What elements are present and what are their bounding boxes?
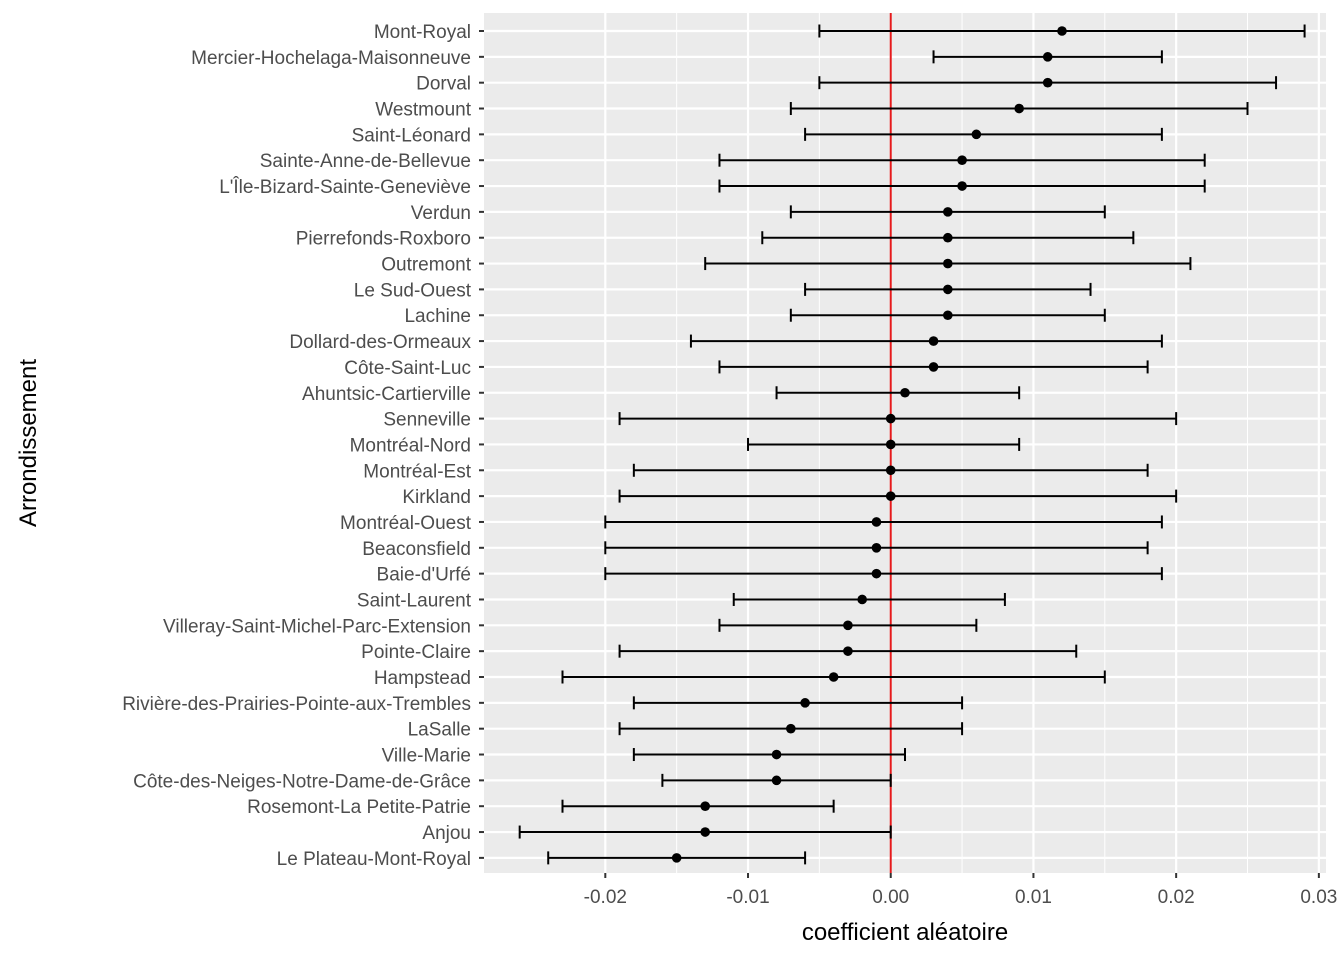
category-label: LaSalle <box>408 720 471 741</box>
estimate-point <box>871 568 882 579</box>
estimate-point <box>943 258 953 269</box>
estimate-point <box>828 672 839 682</box>
y-axis: Mont-Royal Mercier-Hochelaga-Maisonneuve D… <box>122 22 484 870</box>
estimate-point <box>843 620 853 631</box>
category-label: Hampstead <box>374 668 471 689</box>
estimate-point <box>900 387 910 398</box>
estimate-point <box>1042 52 1053 62</box>
estimate-point <box>1042 77 1053 88</box>
estimate-point <box>843 646 853 656</box>
category-label: Ahuntsic-Cartierville <box>302 384 471 405</box>
category-label: Kirkland <box>402 487 471 508</box>
x-tick-label: 0.01 <box>1015 887 1052 908</box>
panel-background <box>484 13 1326 873</box>
estimate-point <box>943 232 953 243</box>
estimate-point <box>857 594 867 605</box>
x-tick-label: 0.00 <box>872 887 909 908</box>
x-tick-label: 0.03 <box>1300 887 1337 908</box>
category-label: Le Plateau-Mont-Royal <box>277 849 471 870</box>
estimate-point <box>971 129 982 140</box>
category-label: Saint-Léonard <box>352 125 471 146</box>
category-label: Ville-Marie <box>382 746 471 767</box>
estimate-point <box>771 775 782 786</box>
category-label: Le Sud-Ouest <box>354 280 472 301</box>
category-label: Verdun <box>411 203 471 224</box>
estimate-point <box>1057 26 1067 36</box>
estimate-point <box>885 413 896 424</box>
category-label: Sainte-Anne-de-Bellevue <box>260 151 471 172</box>
category-label: Villeray-Saint-Michel-Parc-Extension <box>163 616 471 637</box>
estimate-point <box>771 749 782 760</box>
x-tick-label: -0.01 <box>726 887 769 908</box>
category-label: Montréal-Ouest <box>340 513 472 534</box>
estimate-point <box>928 362 939 372</box>
estimate-point <box>885 491 896 501</box>
category-label: Westmount <box>375 100 471 121</box>
y-axis-title: Arrondissement <box>15 359 42 527</box>
x-axis-title: coefficient aléatoire <box>802 919 1008 946</box>
category-label: Beaconsfield <box>362 539 471 560</box>
category-label: Mont-Royal <box>374 22 471 43</box>
x-tick-label: -0.02 <box>584 887 627 908</box>
estimate-point <box>928 336 939 346</box>
estimate-point <box>800 698 810 708</box>
estimate-point <box>943 207 953 217</box>
estimate-point <box>957 181 967 191</box>
category-label: Côte-Saint-Luc <box>344 358 471 379</box>
estimate-point <box>885 439 896 450</box>
category-label: Pointe-Claire <box>361 642 471 663</box>
estimate-point <box>885 465 896 476</box>
estimate-point <box>871 517 882 527</box>
category-label: Rivière-des-Prairies-Pointe-aux-Trembles <box>122 694 471 715</box>
x-tick-label: 0.02 <box>1158 887 1195 908</box>
category-label: Senneville <box>383 410 471 431</box>
category-label: Outremont <box>381 255 471 276</box>
category-label: Lachine <box>404 306 471 327</box>
category-label: Pierrefonds-Roxboro <box>296 229 471 250</box>
category-label: Dollard-des-Ormeaux <box>289 332 471 353</box>
estimate-point <box>1014 103 1024 114</box>
category-label: Rosemont-La Petite-Patrie <box>247 797 471 818</box>
category-label: Côte-des-Neiges-Notre-Dame-de-Grâce <box>133 771 471 792</box>
category-label: Saint-Laurent <box>357 590 472 611</box>
estimate-point <box>943 310 953 321</box>
estimate-point <box>957 155 967 165</box>
estimate-point <box>786 723 796 734</box>
estimate-point <box>943 284 953 295</box>
category-label: Dorval <box>416 74 471 95</box>
estimate-point <box>700 827 711 837</box>
category-label: Montréal-Nord <box>350 435 471 456</box>
category-label: Anjou <box>422 823 471 844</box>
category-label: L'Île-Bizard-Sainte-Geneviève <box>219 176 471 198</box>
category-label: Baie-d'Urfé <box>377 565 471 586</box>
estimate-point <box>871 543 882 553</box>
category-label: Montréal-Est <box>363 461 471 482</box>
estimate-point <box>700 801 711 811</box>
category-label: Mercier-Hochelaga-Maisonneuve <box>191 48 471 69</box>
estimate-point <box>671 853 682 863</box>
estimate-points <box>671 26 1067 863</box>
x-axis: -0.02 -0.01 0.00 0.01 0.02 0.03 <box>584 873 1337 908</box>
